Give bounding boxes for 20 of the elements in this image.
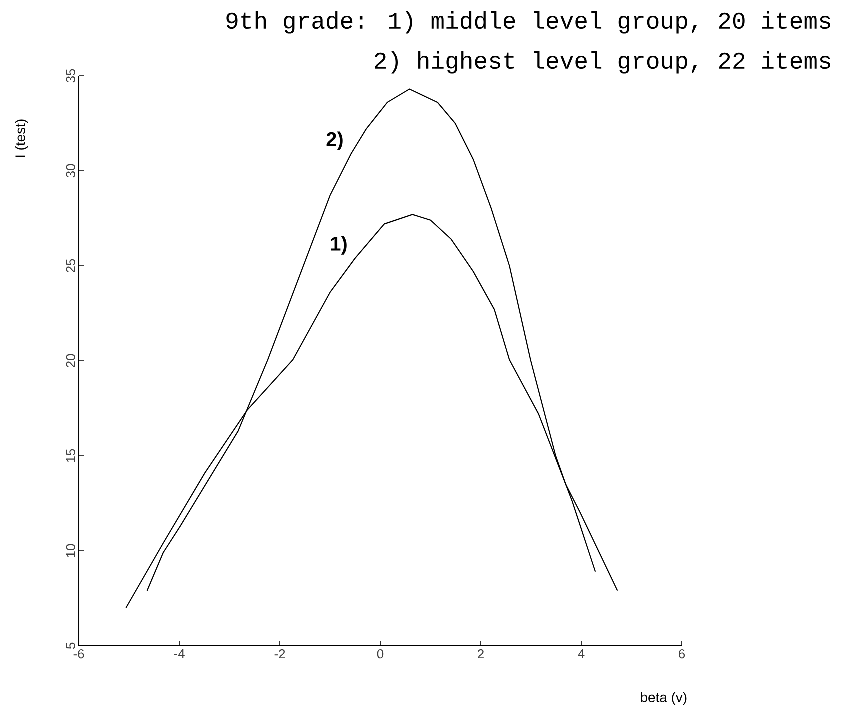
y-tick-label: 30 bbox=[66, 164, 76, 178]
x-tick-label: 4 bbox=[578, 650, 585, 658]
y-tick-label: 10 bbox=[66, 544, 76, 558]
chart-title: 9th grade: 1) middle level group, 20 items bbox=[226, 12, 830, 34]
series-label: 2) bbox=[326, 132, 343, 150]
y-tick-label: 35 bbox=[66, 69, 76, 83]
x-tick-label: -6 bbox=[74, 650, 84, 659]
x-tick-label: -2 bbox=[274, 650, 286, 659]
chart-subtitle: 2) highest level group, 22 items bbox=[375, 52, 830, 74]
y-tick-label: 5 bbox=[66, 642, 76, 650]
x-tick-label: 0 bbox=[377, 650, 384, 659]
y-axis-title: I (test) bbox=[15, 120, 28, 158]
y-tick-label: 25 bbox=[66, 259, 76, 273]
x-axis-title: beta (v) bbox=[641, 692, 687, 706]
y-tick-label: 20 bbox=[66, 354, 76, 368]
series-label: 1) bbox=[331, 236, 347, 255]
y-tick-label: 15 bbox=[66, 449, 76, 462]
x-tick-label: 2 bbox=[478, 650, 484, 659]
x-tick-label: 6 bbox=[679, 650, 686, 659]
x-tick-label: -4 bbox=[174, 650, 185, 658]
